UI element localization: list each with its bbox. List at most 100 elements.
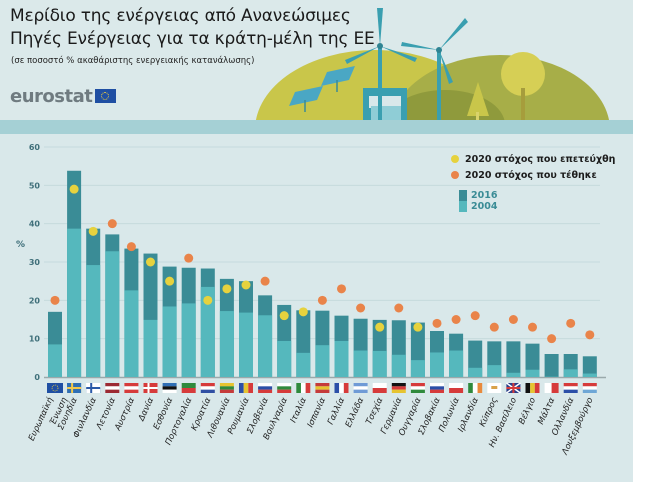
flag-cross (90, 383, 93, 393)
flag-stripe (430, 386, 444, 390)
flag-stripe (430, 389, 444, 393)
flag-cross (86, 387, 101, 389)
flag-stripe (449, 383, 464, 388)
header: Μερίδιο της ενέργειας από Ανανεώσιμες Πη… (0, 0, 633, 120)
flag-stripe (477, 383, 483, 393)
flag-stripe (277, 389, 292, 393)
bar-2004 (372, 350, 387, 377)
y-tick-label: 0 (34, 373, 40, 382)
target-reached-dot (222, 284, 232, 294)
bar-2016 (582, 356, 597, 377)
flag-stars (51, 384, 59, 392)
flag-sk-icon (430, 383, 444, 393)
flag-cz-icon (372, 383, 387, 393)
target-set-dot (528, 322, 537, 332)
flag-gr-icon (353, 383, 368, 393)
orange-dot-icon (451, 171, 459, 179)
flag-stripe (551, 383, 559, 393)
hydro-dam-icon (363, 88, 407, 120)
y-tick-label: 10 (29, 335, 41, 344)
bar-2004 (487, 365, 502, 377)
flag-be-icon (525, 383, 540, 393)
target-set-dot (547, 334, 557, 344)
flag-stripe (334, 383, 340, 393)
target-reached-dot (241, 280, 251, 290)
solar-panel-icon (289, 86, 323, 112)
legend-item-target-set: 2020 στόχος που τέθηκε (451, 170, 597, 181)
flag-pl-icon (449, 383, 464, 393)
target-set-dot (50, 295, 60, 305)
flag-si-icon (258, 383, 273, 393)
flag-stripe (200, 389, 215, 393)
solar-panel-icon (321, 66, 355, 92)
flag-stripe (258, 386, 273, 390)
flag-eu-icon (47, 383, 63, 393)
legend-item-target-reached: 2020 στόχος που επετεύχθη (451, 154, 615, 165)
y-tick-label: 50 (29, 181, 41, 190)
target-reached-dot (146, 257, 155, 267)
flag-cy-icon (487, 383, 502, 393)
y-tick-label: 30 (29, 258, 41, 267)
target-set-dot (394, 303, 404, 313)
flag-se-icon (67, 383, 82, 393)
target-set-dot (184, 253, 194, 263)
renewable-energy-illustration (255, 8, 609, 120)
bar-2004 (449, 350, 464, 377)
flag-stripe (258, 383, 273, 387)
flag-stripe (391, 389, 406, 393)
target-set-dot (470, 311, 480, 321)
flag-cross (67, 387, 82, 389)
target-set-dot (317, 295, 327, 305)
bar-2016 (544, 354, 559, 377)
flag-stripe (105, 386, 120, 390)
flag-stripe (200, 383, 215, 387)
flag-at-icon (124, 383, 139, 393)
flag-stripe (472, 383, 478, 393)
flag-stripe (410, 389, 425, 393)
flag-ro-icon (239, 383, 253, 393)
flag-mt-icon (544, 383, 559, 393)
flag-nl-icon (563, 383, 578, 393)
bar-2004 (506, 372, 521, 377)
flag-stripe (391, 383, 406, 387)
flag-stripe (162, 383, 177, 387)
x-tick-label: Μάλτα (536, 396, 557, 427)
target-set-dot (432, 318, 442, 328)
bar-2016 (525, 343, 540, 377)
flag-stripe (105, 383, 120, 387)
flag-stripe (582, 386, 597, 390)
flag-it-icon (296, 383, 311, 393)
target-reached-dot (375, 322, 385, 332)
legend-label-2004: 2004 (471, 201, 498, 212)
flag-stripe (181, 383, 196, 388)
flag-stripe (372, 388, 387, 393)
bar-2004 (391, 354, 406, 377)
y-tick-label: 60 (29, 143, 41, 152)
legend-label-set: 2020 στόχος που τέθηκε (465, 170, 597, 181)
target-reached-dot (298, 307, 308, 317)
flag-hu-icon (410, 383, 425, 393)
x-tick-label: Βέλγιο (516, 396, 538, 427)
flag-stripe (277, 386, 292, 390)
y-axis-label: % (16, 240, 25, 250)
flag-stripe (353, 389, 368, 393)
flag-cross (71, 383, 74, 393)
flag-fi-icon (86, 383, 101, 393)
bar-2004 (525, 369, 540, 377)
target-set-dot (585, 330, 595, 340)
target-set-dot (451, 315, 461, 324)
bar-2004 (296, 352, 311, 377)
flag-stripe (353, 386, 368, 390)
flag-stripe (410, 386, 425, 390)
flag-stripe (468, 383, 473, 393)
flag-stripe (300, 383, 306, 393)
bar-2004 (315, 345, 330, 377)
y-tick-label: 40 (29, 220, 41, 229)
target-set-dot (489, 322, 499, 332)
flag-stripe (181, 388, 196, 393)
flag-bg-icon (277, 383, 292, 393)
flag-emblem (491, 386, 498, 389)
flag-stripe (239, 383, 244, 393)
target-set-dot (126, 242, 136, 252)
